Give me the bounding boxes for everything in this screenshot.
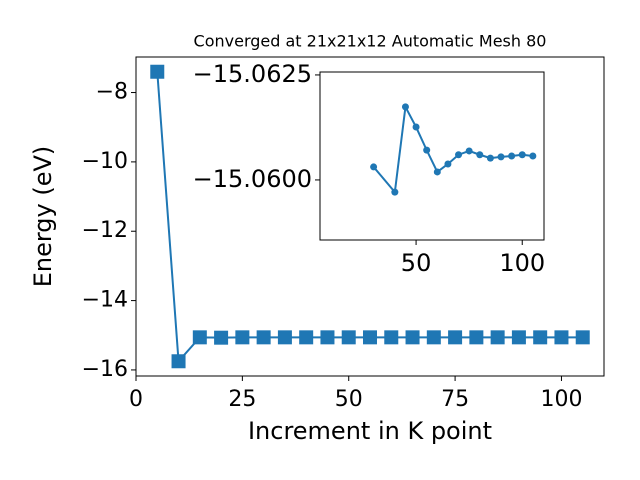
- marker: [444, 160, 452, 168]
- marker: [448, 330, 463, 345]
- x-tick-label: 25: [228, 387, 256, 412]
- plot-layer: [150, 64, 590, 369]
- marker: [299, 330, 314, 345]
- marker: [256, 330, 271, 345]
- chart-title: Converged at 21x21x12 Automatic Mesh 80: [194, 32, 547, 51]
- marker: [235, 330, 250, 345]
- marker: [320, 330, 335, 345]
- marker: [433, 168, 441, 176]
- marker: [465, 147, 473, 155]
- marker: [426, 330, 441, 345]
- marker: [363, 330, 377, 345]
- axes-frame: [319, 71, 545, 241]
- marker: [391, 188, 399, 196]
- y-tick-label: −15.0600: [193, 165, 312, 193]
- marker: [476, 151, 484, 159]
- marker: [423, 146, 431, 154]
- marker: [277, 330, 292, 345]
- marker: [497, 153, 505, 161]
- x-tick-label: 50: [401, 249, 432, 277]
- marker: [192, 330, 207, 345]
- y-tick-label: −8: [96, 80, 128, 105]
- marker: [150, 64, 165, 79]
- y-tick-label: −10: [82, 149, 128, 174]
- x-tick-label: 50: [335, 387, 363, 412]
- marker: [412, 123, 420, 131]
- marker: [490, 330, 505, 345]
- marker: [455, 151, 463, 159]
- marker: [511, 330, 526, 345]
- x-tick-label: 100: [499, 249, 545, 277]
- y-axis-label: Energy (eV): [29, 146, 57, 288]
- marker: [533, 330, 548, 345]
- marker: [401, 103, 409, 111]
- marker: [341, 330, 356, 345]
- y-tick-label: −12: [82, 218, 128, 243]
- x-tick-label: 75: [441, 387, 469, 412]
- marker: [370, 163, 378, 171]
- marker: [554, 330, 569, 345]
- marker: [469, 330, 484, 345]
- axes-frame: [135, 56, 605, 377]
- y-tick-label: −14: [82, 288, 128, 313]
- x-tick-label: 100: [540, 387, 582, 412]
- plot-layer: [370, 103, 537, 196]
- y-tick-label: −15.0625: [193, 60, 312, 88]
- marker: [508, 152, 516, 160]
- y-tick-label: −16: [82, 357, 128, 382]
- marker: [405, 330, 420, 345]
- marker: [575, 330, 590, 345]
- marker: [529, 152, 537, 160]
- marker: [518, 151, 526, 159]
- marker: [171, 354, 186, 369]
- marker: [486, 154, 494, 162]
- marker: [214, 330, 229, 345]
- x-tick-label: 0: [129, 387, 143, 412]
- x-axis-label: Increment in K point: [248, 417, 492, 445]
- marker: [384, 330, 399, 345]
